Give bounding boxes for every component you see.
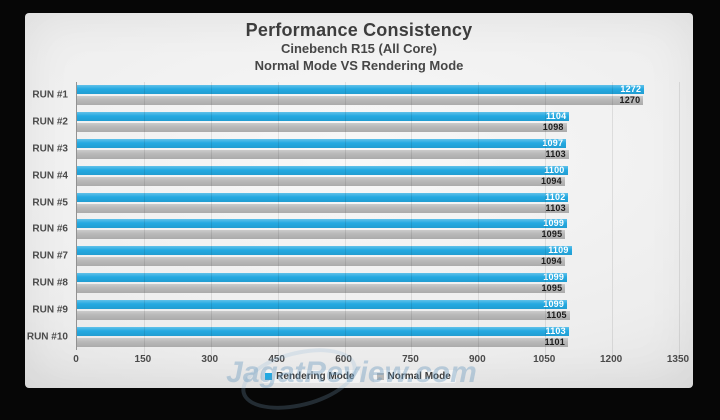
plot-area: RUN #1 1272 1270 RUN #2 1104 1098 RUN #3 1097 11… bbox=[27, 82, 680, 355]
bar-normal-mode-run-10: 1101 bbox=[77, 336, 568, 347]
x-tick-label-450: 450 bbox=[268, 354, 285, 365]
x-tick-label-300: 300 bbox=[201, 354, 219, 365]
category-label-run-10: RUN #10 bbox=[26, 331, 68, 343]
bar-rendering-mode-run-7: 1109 bbox=[77, 245, 572, 256]
value-label-normal-mode-run-9: 1105 bbox=[546, 309, 567, 320]
value-label-rendering-mode-run-8: 1099 bbox=[543, 271, 565, 282]
value-label-normal-mode-run-3: 1103 bbox=[545, 148, 566, 159]
value-label-rendering-mode-run-7: 1109 bbox=[548, 245, 569, 256]
bar-normal-mode-run-1: 1270 bbox=[77, 95, 644, 106]
legend: Rendering Mode Normal Mode bbox=[25, 370, 693, 383]
value-label-rendering-mode-run-10: 1103 bbox=[545, 325, 566, 336]
value-label-normal-mode-run-5: 1103 bbox=[545, 202, 566, 213]
gridline-750 bbox=[411, 82, 413, 355]
x-tick-label-1350: 1350 bbox=[666, 354, 690, 365]
x-tick-label-750: 750 bbox=[402, 354, 419, 365]
bar-rendering-mode-run-5: 1102 bbox=[77, 191, 569, 202]
gridline-600 bbox=[344, 82, 346, 355]
value-label-normal-mode-run-10: 1101 bbox=[544, 336, 565, 347]
bar-group-run-10: RUN #10 1103 1101 bbox=[27, 323, 679, 350]
bar-rendering-mode-run-3: 1097 bbox=[77, 137, 567, 148]
legend-swatch-rendering-mode bbox=[265, 373, 273, 380]
bar-rendering-mode-run-1: 1272 bbox=[77, 84, 645, 95]
category-label-run-2: RUN #2 bbox=[32, 116, 68, 128]
bar-group-run-6: RUN #6 1099 1095 bbox=[32, 216, 679, 243]
legend-swatch-normal-mode bbox=[376, 373, 384, 380]
legend-label-rendering-mode: Rendering Mode bbox=[276, 371, 355, 382]
value-label-normal-mode-run-7: 1094 bbox=[541, 256, 562, 267]
gridline-450 bbox=[277, 82, 279, 355]
bar-normal-mode-run-2: 1098 bbox=[77, 122, 567, 133]
bar-group-run-8: RUN #8 1099 1095 bbox=[32, 270, 679, 297]
bar-rendering-mode-run-8: 1099 bbox=[77, 271, 568, 282]
value-label-rendering-mode-run-3: 1097 bbox=[542, 137, 564, 148]
legend-item-rendering-mode: Rendering Mode bbox=[262, 370, 360, 383]
bar-rows: RUN #1 1272 1270 RUN #2 1104 1098 RUN #3 1097 11… bbox=[27, 82, 679, 350]
gridline-900 bbox=[478, 82, 480, 355]
gridline-1350 bbox=[679, 82, 680, 355]
x-tick-label-1200: 1200 bbox=[599, 354, 623, 365]
bar-normal-mode-run-6: 1095 bbox=[77, 229, 566, 240]
category-label-run-8: RUN #8 bbox=[32, 277, 68, 289]
value-label-normal-mode-run-6: 1095 bbox=[541, 229, 563, 240]
value-label-rendering-mode-run-9: 1099 bbox=[543, 298, 565, 309]
bar-normal-mode-run-3: 1103 bbox=[77, 148, 569, 159]
bar-normal-mode-run-5: 1103 bbox=[77, 202, 569, 213]
screen: { "header": { "title": "Performance Cons… bbox=[25, 13, 693, 420]
category-label-run-1: RUN #1 bbox=[32, 89, 68, 101]
value-label-rendering-mode-run-6: 1099 bbox=[543, 218, 565, 229]
bar-normal-mode-run-4: 1094 bbox=[77, 175, 565, 186]
category-label-run-3: RUN #3 bbox=[32, 143, 68, 155]
chart-title: Performance Consistency bbox=[245, 20, 473, 40]
bar-group-run-1: RUN #1 1272 1270 bbox=[32, 82, 679, 109]
gridline-300 bbox=[210, 82, 212, 355]
value-label-normal-mode-run-1: 1270 bbox=[619, 95, 641, 106]
gridline-1050 bbox=[545, 82, 547, 355]
legend-label-normal-mode: Normal Mode bbox=[387, 371, 451, 382]
bar-group-run-4: RUN #4 1100 1094 bbox=[32, 162, 679, 189]
value-label-rendering-mode-run-5: 1102 bbox=[545, 191, 566, 202]
value-label-rendering-mode-run-2: 1104 bbox=[545, 111, 567, 122]
value-label-normal-mode-run-4: 1094 bbox=[541, 175, 562, 186]
chart-subtitle-line1: Cinebench R15 (All Core) bbox=[280, 41, 438, 56]
bar-rendering-mode-run-6: 1099 bbox=[77, 218, 568, 229]
x-tick-label-0: 0 bbox=[73, 354, 79, 365]
chart-subtitle-line2: Normal Mode VS Rendering Mode bbox=[254, 57, 464, 73]
gridline-1200 bbox=[612, 82, 614, 355]
bar-rendering-mode-run-10: 1103 bbox=[77, 325, 569, 336]
legend-item-normal-mode: Normal Mode bbox=[373, 370, 456, 383]
category-label-run-9: RUN #9 bbox=[32, 304, 68, 316]
bar-normal-mode-run-8: 1095 bbox=[77, 282, 566, 293]
category-label-run-6: RUN #6 bbox=[32, 223, 68, 235]
bar-group-run-2: RUN #2 1104 1098 bbox=[32, 109, 679, 136]
chart-card: Performance Consistency Cinebench R15 (A… bbox=[25, 13, 693, 420]
category-label-run-7: RUN #7 bbox=[32, 250, 68, 262]
bar-rendering-mode-run-2: 1104 bbox=[77, 111, 570, 122]
value-label-rendering-mode-run-4: 1100 bbox=[544, 164, 565, 175]
value-label-normal-mode-run-8: 1095 bbox=[541, 282, 563, 293]
value-label-rendering-mode-run-1: 1272 bbox=[620, 84, 642, 95]
x-tick-label-600: 600 bbox=[335, 354, 352, 365]
x-tick-label-900: 900 bbox=[468, 354, 486, 365]
bar-group-run-5: RUN #5 1102 1103 bbox=[32, 189, 679, 216]
x-tick-label-150: 150 bbox=[134, 354, 152, 365]
bar-group-run-9: RUN #9 1099 1105 bbox=[32, 296, 679, 323]
bar-rendering-mode-run-4: 1100 bbox=[77, 164, 568, 175]
gridline-150 bbox=[143, 82, 145, 355]
value-label-normal-mode-run-2: 1098 bbox=[542, 122, 564, 133]
category-label-run-5: RUN #5 bbox=[32, 197, 68, 209]
bar-group-run-7: RUN #7 1109 1094 bbox=[32, 243, 679, 270]
bar-normal-mode-run-9: 1105 bbox=[77, 309, 570, 320]
bar-rendering-mode-run-9: 1099 bbox=[77, 298, 568, 309]
bar-normal-mode-run-7: 1094 bbox=[77, 256, 565, 267]
bar-group-run-3: RUN #3 1097 1103 bbox=[32, 136, 679, 163]
x-tick-label-1050: 1050 bbox=[533, 354, 556, 365]
category-label-run-4: RUN #4 bbox=[32, 170, 68, 182]
x-axis-tick-row: 0 150 300 450 600 750 900 1050 1200 1350 bbox=[73, 354, 689, 366]
